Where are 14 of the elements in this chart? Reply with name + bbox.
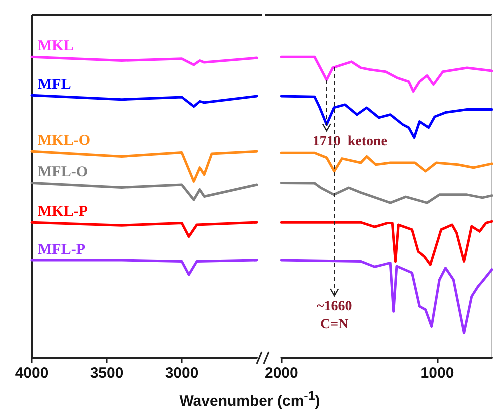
x-axis-title: Wavenumber (cm$^{-1}$) xyxy=(178,389,322,410)
series-label: MKL-P xyxy=(38,204,88,220)
x-tick-label: 1000 xyxy=(420,365,454,382)
ref-line-label: ~1660 C=N xyxy=(317,300,352,332)
x-tick-label: 2000 xyxy=(264,365,298,382)
ref-line-label: 1710 ketone xyxy=(312,134,388,150)
x-tick-label: 4000 xyxy=(15,365,49,382)
series-label: MFL-O xyxy=(38,164,88,181)
series-label: MFL-P xyxy=(38,242,86,258)
series-label: MKL-O xyxy=(38,133,90,150)
x-tick-label: 3500 xyxy=(90,365,124,382)
series-label: MFL xyxy=(38,77,72,94)
series-label: MKL xyxy=(38,38,74,55)
x-tick-label: 3000 xyxy=(165,365,199,382)
